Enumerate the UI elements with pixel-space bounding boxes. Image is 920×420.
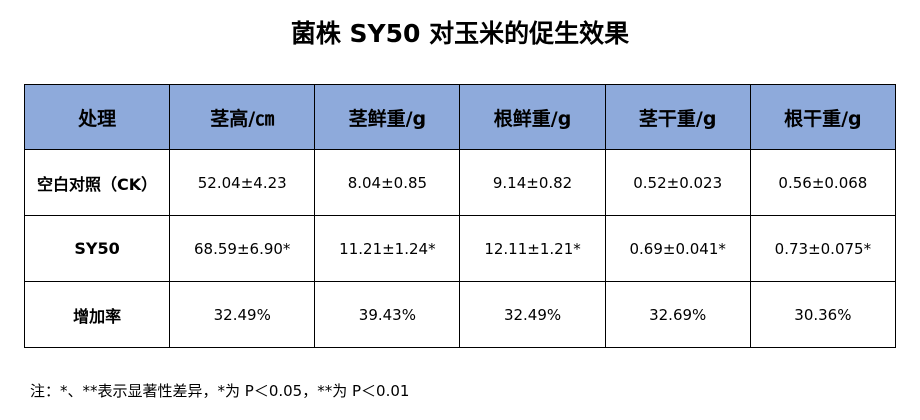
data-table: 处理 茎高/㎝ 茎鲜重/g 根鲜重/g 茎干重/g 根干重/g 空白对照（CK）…: [23, 84, 897, 348]
header-cell: 处理: [23, 84, 171, 150]
header-cell: 根干重/g: [749, 84, 897, 150]
table-cell: 32.49%: [169, 281, 316, 348]
table-cell: 0.73±0.075*: [749, 215, 897, 282]
header-row: 处理 茎高/㎝ 茎鲜重/g 根鲜重/g 茎干重/g 根干重/g: [23, 84, 897, 150]
table-cell: 8.04±0.85: [314, 149, 461, 216]
note: 注：*、**表示显著性差异，*为 P＜0.05，**为 P＜0.01: [30, 382, 410, 400]
table-cell: 39.43%: [314, 281, 461, 348]
table-cell: 11.21±1.24*: [314, 215, 461, 282]
table-cell: 30.36%: [749, 281, 897, 348]
header-cell: 茎干重/g: [604, 84, 751, 150]
row-label: SY50: [23, 215, 171, 282]
header-cell: 根鲜重/g: [459, 84, 606, 150]
table-row: 增加率 32.49% 39.43% 32.49% 32.69% 30.36%: [23, 281, 897, 348]
table-cell: 9.14±0.82: [459, 149, 606, 216]
row-label: 空白对照（CK）: [23, 149, 171, 216]
row-label: 增加率: [23, 281, 171, 348]
table-cell: 0.52±0.023: [604, 149, 751, 216]
table-cell: 12.11±1.21*: [459, 215, 606, 282]
header-cell: 茎高/㎝: [169, 84, 316, 150]
table-row: 空白对照（CK） 52.04±4.23 8.04±0.85 9.14±0.82 0.52…: [23, 149, 897, 216]
table-cell: 0.69±0.041*: [604, 215, 751, 282]
table-cell: 52.04±4.23: [169, 149, 316, 216]
title: 菌株 SY50 对玉米的促生效果: [290, 19, 630, 48]
table-cell: 32.49%: [459, 281, 606, 348]
table-cell: 32.69%: [604, 281, 751, 348]
table-body: 空白对照（CK） 52.04±4.23 8.04±0.85 9.14±0.82 0.52…: [23, 149, 897, 348]
header-cell: 茎鲜重/g: [314, 84, 461, 150]
table-cell: 68.59±6.90*: [169, 215, 316, 282]
table-row: SY50 68.59±6.90* 11.21±1.24* 12.11±1.21* 0.6…: [23, 215, 897, 282]
table-cell: 0.56±0.068: [749, 149, 897, 216]
